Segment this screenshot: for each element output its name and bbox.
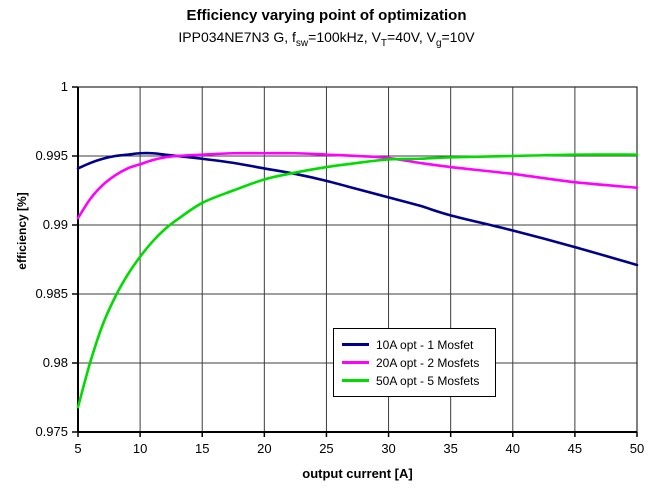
y-tick-label: 0.975 <box>35 424 68 439</box>
y-tick-label: 0.98 <box>43 355 68 370</box>
legend-item-20a: 20A opt - 2 Mosfets <box>342 354 487 371</box>
subtitle-part: =100kHz, V <box>308 29 381 45</box>
legend-item-10a: 10A opt - 1 Mosfet <box>342 336 487 353</box>
legend-line-swatch-navy <box>342 343 369 346</box>
subtitle-subscript: g <box>435 37 442 49</box>
y-axis-title: efficiency [%] <box>15 192 29 270</box>
series-line-1 <box>76 151 639 220</box>
legend-label: 10A opt - 1 Mosfet <box>376 337 474 352</box>
x-tick-label: 40 <box>506 441 520 456</box>
y-tick-label: 0.985 <box>35 286 68 301</box>
subtitle-part: IPP034NE7N3 G, f <box>178 29 296 45</box>
chart-title: Efficiency varying point of optimization <box>186 7 467 24</box>
x-tick-label: 15 <box>195 441 209 456</box>
subtitle-subscript: T <box>380 37 388 49</box>
x-tick-label: 30 <box>381 441 395 456</box>
subtitle-subscript: sw <box>295 37 309 49</box>
chart-subtitle: IPP034NE7N3 G, fsw=100kHz, VT=40V, Vg=10… <box>0 29 653 49</box>
series-line-0 <box>76 151 639 267</box>
legend-line-swatch-magenta <box>342 361 369 364</box>
x-tick-label: 20 <box>257 441 271 456</box>
legend-label: 50A opt - 5 Mosfets <box>376 373 480 388</box>
legend-label: 20A opt - 2 Mosfets <box>376 355 480 370</box>
y-tick-label: 0.995 <box>35 148 68 163</box>
legend-item-50a: 50A opt - 5 Mosfets <box>342 372 487 389</box>
x-axis-title: output current [A] <box>302 466 413 481</box>
x-tick-label: 45 <box>568 441 582 456</box>
legend: 10A opt - 1 Mosfet 20A opt - 2 Mosfets 5… <box>333 328 496 397</box>
legend-line-swatch-green <box>342 379 369 382</box>
x-tick-label: 35 <box>443 441 457 456</box>
y-tick-label: 0.99 <box>43 217 68 232</box>
subtitle-part: =10V <box>441 29 475 45</box>
y-tick-label: 1 <box>61 79 68 94</box>
subtitle-part: =40V, V <box>387 29 436 45</box>
x-tick-label: 25 <box>319 441 333 456</box>
x-tick-label: 5 <box>74 441 81 456</box>
x-tick-label: 50 <box>630 441 644 456</box>
x-tick-label: 10 <box>133 441 147 456</box>
series-line-2 <box>76 153 639 409</box>
